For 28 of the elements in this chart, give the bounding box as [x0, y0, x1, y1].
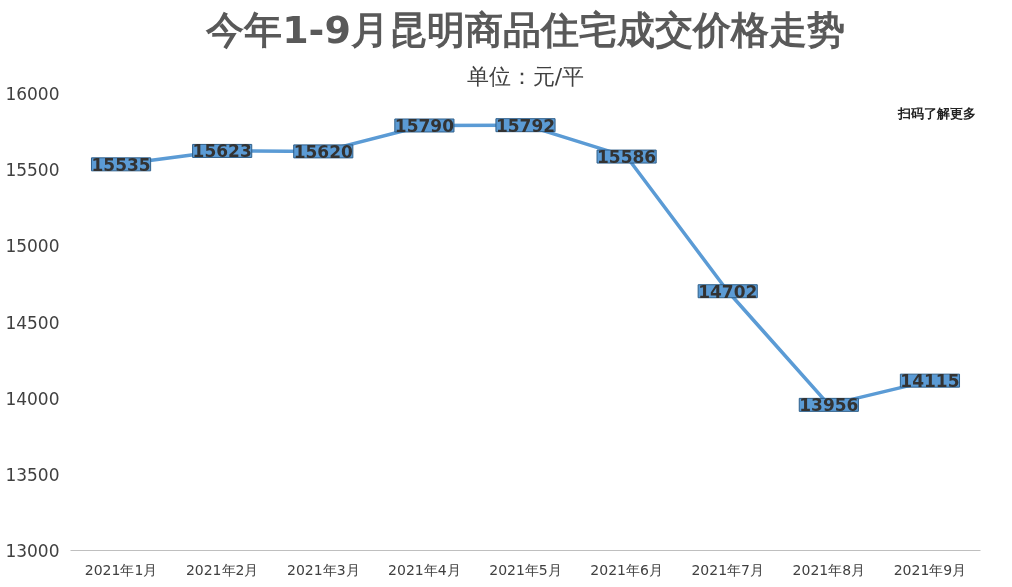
x-tick-label: 2021年6月	[590, 561, 663, 578]
data-label: 14115	[900, 371, 960, 392]
x-tick-label: 2021年4月	[388, 561, 461, 578]
data-label: 15586	[597, 147, 657, 168]
annotation: 扫码了解更多	[896, 105, 976, 121]
x-tick-label: 2021年1月	[84, 561, 158, 578]
y-tick-label: 16000	[5, 84, 60, 104]
x-tick-label: 2021年9月	[893, 561, 967, 578]
chart-subtitle: 单位：元/平	[466, 63, 585, 89]
x-tick-label: 2021年3月	[287, 561, 360, 578]
x-tick-label: 2021年5月	[489, 561, 562, 578]
data-label: 15790	[394, 115, 455, 136]
y-tick-label: 14000	[5, 388, 60, 409]
y-tick-label: 13500	[5, 464, 60, 485]
data-label: 15535	[91, 154, 151, 175]
chart-title: 今年1-9月昆明商品住宅成交价格走势	[205, 7, 845, 52]
x-tick-label: 2021年7月	[691, 561, 764, 578]
data-label: 15620	[293, 141, 354, 162]
data-label: 15792	[495, 115, 556, 136]
data-label: 14702	[698, 281, 758, 302]
y-tick-label: 14500	[5, 312, 60, 333]
data-label: 13956	[799, 395, 859, 416]
x-tick-label: 2021年2月	[185, 561, 259, 578]
y-tick-label: 13000	[5, 541, 60, 561]
x-tick-label: 2021年8月	[792, 561, 866, 578]
y-tick-label: 15000	[5, 236, 60, 257]
data-label: 15623	[192, 141, 252, 162]
y-tick-label: 15500	[5, 160, 60, 181]
